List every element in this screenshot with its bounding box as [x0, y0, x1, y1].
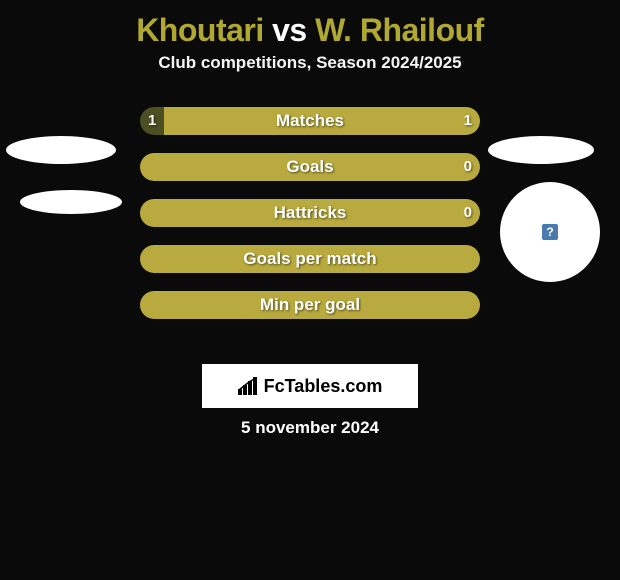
stats-widget: Khoutari vs W. Rhailouf Club competition…	[0, 12, 620, 580]
stat-row: Min per goal	[0, 291, 620, 319]
stat-bar-right	[140, 199, 480, 227]
stat-bar-right	[164, 107, 480, 135]
vs-separator: vs	[272, 12, 307, 48]
brand: FcTables.com	[238, 376, 383, 397]
player1-name: Khoutari	[136, 12, 264, 48]
player2-name: W. Rhailouf	[315, 12, 484, 48]
stat-bar	[140, 291, 480, 319]
stat-bar-right	[140, 245, 480, 273]
left-shadow-lower	[20, 190, 122, 214]
page-title: Khoutari vs W. Rhailouf	[0, 12, 620, 49]
stat-bar	[140, 153, 480, 181]
avatar-placeholder-glyph: ?	[546, 225, 553, 239]
stat-row: Matches11	[0, 107, 620, 135]
stat-bar	[140, 107, 480, 135]
brand-text: FcTables.com	[264, 376, 383, 397]
avatar-placeholder-icon: ?	[542, 224, 558, 240]
left-shadow-upper	[6, 136, 116, 164]
generated-date: 5 november 2024	[0, 418, 620, 438]
stat-bar-right	[140, 153, 480, 181]
player2-avatar: ?	[500, 182, 600, 282]
stat-bar-left	[140, 107, 164, 135]
brand-bars-icon	[238, 377, 260, 395]
stat-bar-right	[140, 291, 480, 319]
right-shadow-upper	[488, 136, 594, 164]
stat-bar	[140, 199, 480, 227]
subtitle: Club competitions, Season 2024/2025	[0, 53, 620, 73]
brand-box: FcTables.com	[202, 364, 418, 408]
stat-bar	[140, 245, 480, 273]
